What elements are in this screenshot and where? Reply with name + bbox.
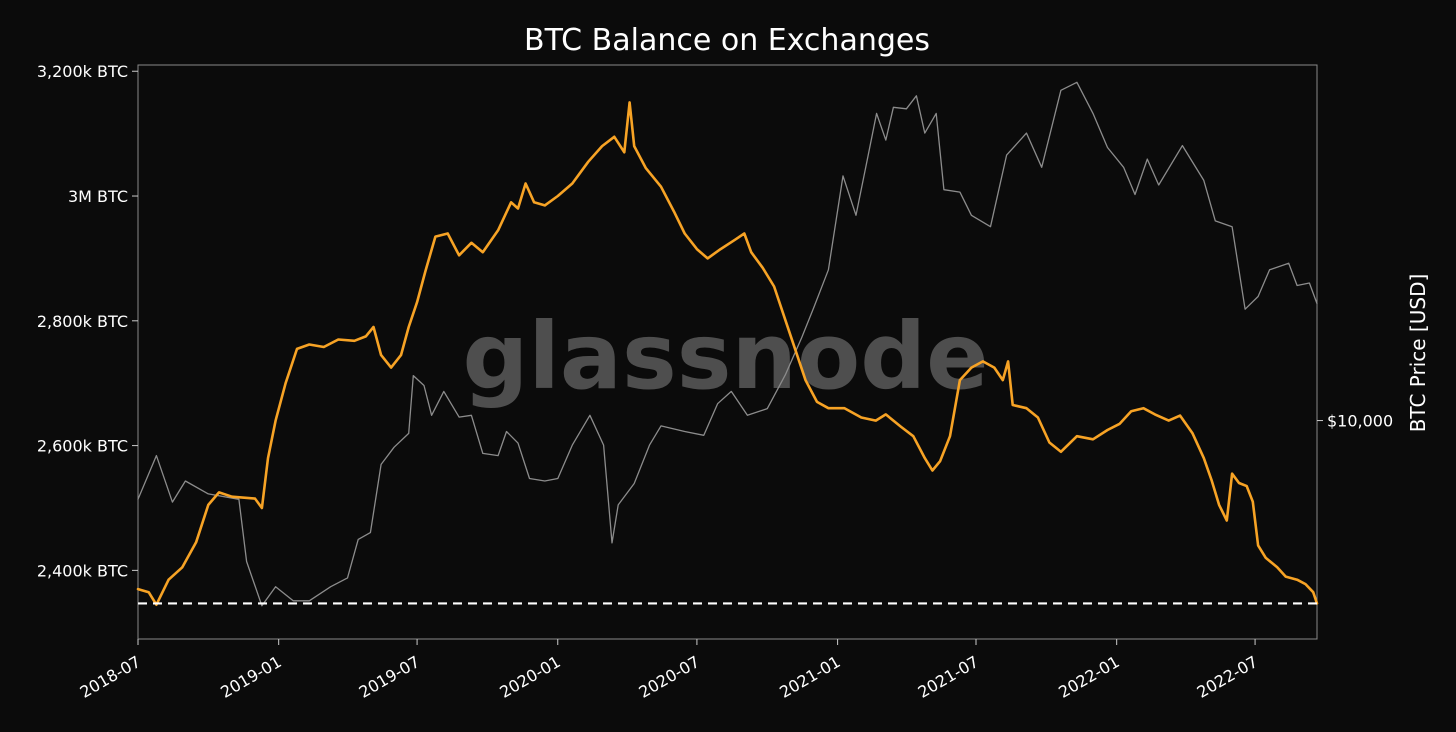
y-tick-label: 2,600k BTC bbox=[37, 437, 128, 456]
right-tick-label: $10,000 bbox=[1327, 412, 1393, 431]
x-tick-label: 2021-07 bbox=[915, 652, 982, 702]
y-tick-label: 3,200k BTC bbox=[37, 62, 128, 81]
x-tick-label: 2022-01 bbox=[1055, 652, 1122, 702]
y-tick-label: 2,400k BTC bbox=[37, 561, 128, 580]
x-tick-label: 2019-07 bbox=[356, 652, 423, 702]
plot-frame bbox=[137, 64, 1318, 640]
chart-title: BTC Balance on Exchanges bbox=[524, 23, 930, 58]
watermark: glassnode bbox=[463, 303, 989, 410]
y-tick-label: 2,800k BTC bbox=[37, 312, 128, 331]
x-tick-label: 2020-07 bbox=[636, 652, 703, 702]
x-tick-label: 2019-01 bbox=[217, 652, 284, 702]
x-tick-label: 2022-07 bbox=[1194, 652, 1261, 702]
x-tick-label: 2018-07 bbox=[77, 652, 144, 702]
x-tick-label: 2021-01 bbox=[776, 652, 843, 702]
btc-price-line bbox=[137, 81, 1318, 607]
right-axis-label: BTC Price [USD] bbox=[1406, 274, 1430, 433]
plot-area: glassnode 2,400k BTC 2,600k BTC 2,800k BTC 3… bbox=[37, 62, 1393, 702]
x-tick-label: 2020-01 bbox=[496, 652, 563, 702]
exchange-balance-line bbox=[136, 101, 1319, 606]
y-tick-label: 3M BTC bbox=[68, 187, 128, 206]
